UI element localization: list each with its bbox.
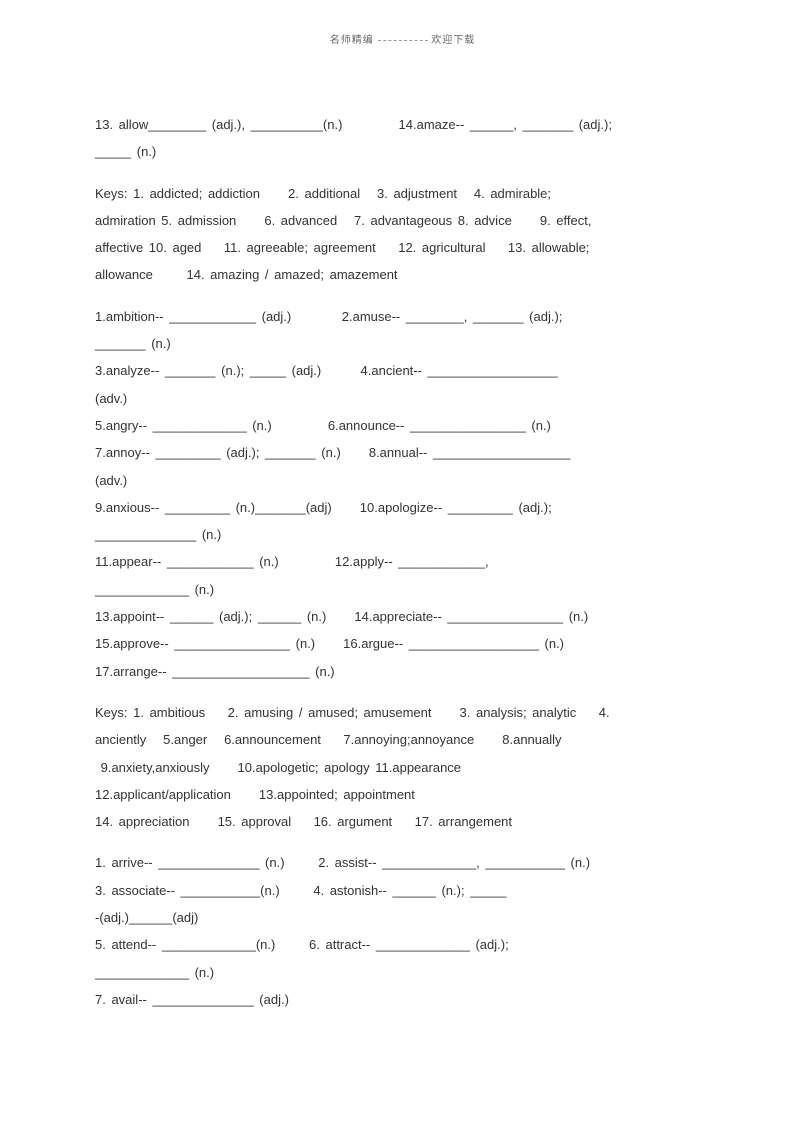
document-body: 13. allow________ (adj.), __________(n.)…	[95, 111, 710, 1013]
text-line: _____ (n.)	[95, 138, 710, 165]
text-line: _______ (n.)	[95, 330, 710, 357]
text-line: anciently 5.anger 6.announcement 7.annoy…	[95, 726, 710, 753]
text-line: 1. arrive-- ______________ (n.) 2. assis…	[95, 849, 710, 876]
text-line: (adv.)	[95, 467, 710, 494]
text-line: affective 10. aged 11. agreeable; agreem…	[95, 234, 710, 261]
text-line: 7. avail-- ______________ (adj.)	[95, 986, 710, 1013]
text-line: 11.appear-- ____________ (n.) 12.apply--…	[95, 548, 710, 575]
text-line: Keys: 1. addicted; addiction 2. addition…	[95, 180, 710, 207]
text-line: 7.annoy-- _________ (adj.); _______ (n.)…	[95, 439, 710, 466]
text-line: _____________ (n.)	[95, 576, 710, 603]
text-line: 5. attend-- _____________(n.) 6. attract…	[95, 931, 710, 958]
paragraph-gap	[95, 289, 710, 303]
text-line: -(adj.)______(adj)	[95, 904, 710, 931]
text-line: ______________ (n.)	[95, 521, 710, 548]
text-line: Keys: 1. ambitious 2. amusing / amused; …	[95, 699, 710, 726]
paragraph-gap	[95, 166, 710, 180]
text-line: 12.applicant/application 13.appointed; a…	[95, 781, 710, 808]
header-right: 欢迎下载	[431, 35, 475, 46]
text-line: 3.analyze-- _______ (n.); _____ (adj.) 4…	[95, 357, 710, 384]
header-left: 名师精编	[330, 35, 374, 46]
text-line: 9.anxiety,anxiously 10.apologetic; apolo…	[95, 754, 710, 781]
header-divider	[378, 40, 428, 41]
text-line: admiration 5. admission 6. advanced 7. a…	[95, 207, 710, 234]
paragraph-gap	[95, 685, 710, 699]
text-line: 3. associate-- ___________(n.) 4. astoni…	[95, 877, 710, 904]
text-line: 5.angry-- _____________ (n.) 6.announce-…	[95, 412, 710, 439]
text-line: 14. appreciation 15. approval 16. argume…	[95, 808, 710, 835]
text-line: _____________ (n.)	[95, 959, 710, 986]
text-line: (adv.)	[95, 385, 710, 412]
text-line: 15.approve-- ________________ (n.) 16.ar…	[95, 630, 710, 657]
text-line: allowance 14. amazing / amazed; amazemen…	[95, 261, 710, 288]
page-header: 名师精编 欢迎下载	[95, 30, 710, 51]
text-line: 1.ambition-- ____________ (adj.) 2.amuse…	[95, 303, 710, 330]
text-line: 17.arrange-- ___________________ (n.)	[95, 658, 710, 685]
paragraph-gap	[95, 835, 710, 849]
text-line: 13. allow________ (adj.), __________(n.)…	[95, 111, 710, 138]
text-line: 9.anxious-- _________ (n.)_______(adj) 1…	[95, 494, 710, 521]
text-line: 13.appoint-- ______ (adj.); ______ (n.) …	[95, 603, 710, 630]
